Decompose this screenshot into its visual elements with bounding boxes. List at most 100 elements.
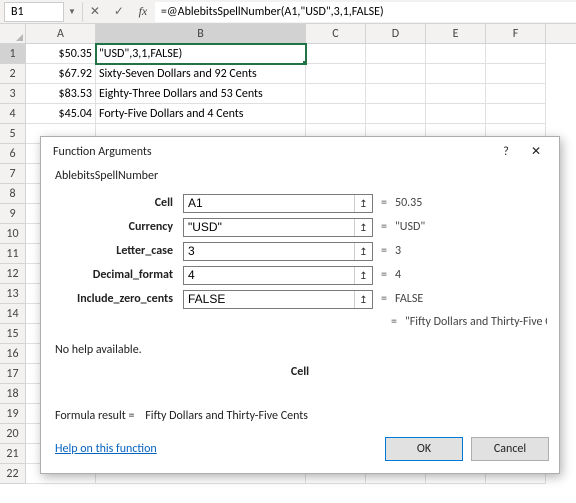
row-header[interactable]: 3	[0, 84, 26, 104]
cell[interactable]: $45.04	[26, 104, 96, 124]
row-header[interactable]: 6	[0, 144, 26, 164]
argument-label: Cell	[53, 196, 183, 210]
cell[interactable]: $50.35	[26, 44, 96, 64]
help-text: No help available.	[41, 337, 559, 359]
equals-sign: =	[373, 220, 395, 234]
argument-row: Cell↥=50.35	[41, 191, 559, 215]
argument-result: FALSE	[395, 292, 547, 306]
row-header[interactable]: 13	[0, 284, 26, 304]
row-header[interactable]: 20	[0, 424, 26, 444]
cell[interactable]: Sixty-Seven Dollars and 92 Cents	[96, 64, 306, 84]
cell[interactable]	[306, 84, 366, 104]
argument-input[interactable]	[184, 267, 354, 284]
equals-sign: =	[373, 292, 395, 306]
collapse-dialog-icon[interactable]: ↥	[354, 195, 372, 212]
overall-result: "Fifty Dollars and Thirty-Five Cents"	[405, 315, 547, 329]
cell[interactable]	[306, 44, 366, 64]
argument-input-wrap: ↥	[183, 218, 373, 237]
col-header-f[interactable]: F	[486, 24, 546, 43]
cell[interactable]	[366, 84, 426, 104]
cancel-formula-icon[interactable]: ✕	[83, 4, 107, 19]
col-header-b[interactable]: B	[96, 24, 306, 43]
argument-input[interactable]	[184, 219, 354, 236]
cell[interactable]	[366, 104, 426, 124]
select-all-corner[interactable]	[0, 24, 26, 43]
ok-button[interactable]: OK	[385, 437, 463, 461]
function-arguments-dialog: Function Arguments ? ✕ AblebitsSpellNumb…	[40, 136, 560, 474]
collapse-dialog-icon[interactable]: ↥	[354, 219, 372, 236]
cell[interactable]	[426, 104, 486, 124]
row-header[interactable]: 9	[0, 204, 26, 224]
collapse-dialog-icon[interactable]: ↥	[354, 267, 372, 284]
help-link[interactable]: Help on this function	[55, 442, 157, 456]
dialog-help-button[interactable]: ?	[491, 137, 521, 167]
row-header[interactable]: 18	[0, 384, 26, 404]
argument-result: "USD"	[395, 220, 547, 234]
row-header[interactable]: 19	[0, 404, 26, 424]
cell[interactable]	[306, 64, 366, 84]
cell[interactable]: $67.92	[26, 64, 96, 84]
row: 1$50.35"USD",3,1,FALSE)	[0, 44, 576, 64]
cell[interactable]	[486, 64, 546, 84]
argument-input[interactable]	[184, 243, 354, 260]
argument-result: 4	[395, 268, 547, 282]
argument-input-wrap: ↥	[183, 290, 373, 309]
equals-sign: =	[383, 315, 405, 329]
dialog-title: Function Arguments	[53, 145, 491, 159]
cell[interactable]	[366, 64, 426, 84]
argument-result: 3	[395, 244, 547, 258]
row-header[interactable]: 21	[0, 444, 26, 464]
dialog-close-button[interactable]: ✕	[521, 137, 551, 167]
col-header-c[interactable]: C	[306, 24, 366, 43]
cell[interactable]	[306, 104, 366, 124]
formula-input[interactable]: =@AblebitsSpellNumber(A1,"USD",3,1,FALSE…	[155, 2, 576, 22]
row-header[interactable]: 15	[0, 324, 26, 344]
row-header[interactable]: 16	[0, 344, 26, 364]
name-box-dropdown-icon[interactable]: ▼	[68, 7, 76, 17]
row-header[interactable]: 8	[0, 184, 26, 204]
row-header[interactable]: 1	[0, 44, 26, 64]
row-header[interactable]: 7	[0, 164, 26, 184]
col-header-a[interactable]: A	[26, 24, 96, 43]
cell[interactable]	[426, 84, 486, 104]
cell[interactable]	[486, 44, 546, 64]
row-header[interactable]: 17	[0, 364, 26, 384]
row-header[interactable]: 10	[0, 224, 26, 244]
cell[interactable]: $83.53	[26, 84, 96, 104]
cell[interactable]	[486, 104, 546, 124]
row-header[interactable]: 4	[0, 104, 26, 124]
collapse-dialog-icon[interactable]: ↥	[354, 243, 372, 260]
formula-result-line: Formula result = Fifty Dollars and Thirt…	[41, 399, 559, 433]
col-header-d[interactable]: D	[366, 24, 426, 43]
row-header[interactable]: 22	[0, 464, 26, 484]
argument-row: Decimal_format ↥=4	[41, 263, 559, 287]
row-header[interactable]: 2	[0, 64, 26, 84]
cell[interactable]: Forty-Five Dollars and 4 Cents	[96, 104, 306, 124]
row-header[interactable]: 12	[0, 264, 26, 284]
cell[interactable]	[426, 44, 486, 64]
cancel-button[interactable]: Cancel	[471, 437, 549, 461]
row-header[interactable]: 14	[0, 304, 26, 324]
argument-input[interactable]	[184, 291, 354, 308]
collapse-dialog-icon[interactable]: ↥	[354, 291, 372, 308]
argument-label: Decimal_format	[53, 268, 183, 282]
cell[interactable]: Eighty-Three Dollars and 53 Cents	[96, 84, 306, 104]
argument-label: Include_zero_cents	[53, 292, 183, 306]
arguments-area: Cell↥=50.35Currency↥="USD"Letter_case↥=3…	[41, 191, 559, 311]
col-header-e[interactable]: E	[426, 24, 486, 43]
row: 4$45.04Forty-Five Dollars and 4 Cents	[0, 104, 576, 124]
accept-formula-icon[interactable]: ✓	[107, 4, 131, 19]
formula-result-value: Fifty Dollars and Thirty-Five Cents	[145, 409, 308, 423]
insert-function-icon[interactable]: fx	[131, 4, 155, 19]
cell[interactable]	[426, 64, 486, 84]
name-box[interactable]: B1	[4, 2, 64, 22]
row-header[interactable]: 11	[0, 244, 26, 264]
cell[interactable]	[366, 44, 426, 64]
cell[interactable]: "USD",3,1,FALSE)	[96, 44, 306, 64]
argument-input-wrap: ↥	[183, 194, 373, 213]
row-header[interactable]: 5	[0, 124, 26, 144]
dialog-footer: Help on this function OK Cancel	[41, 433, 559, 473]
equals-sign: =	[373, 268, 395, 282]
argument-input[interactable]	[184, 195, 354, 212]
cell[interactable]	[486, 84, 546, 104]
